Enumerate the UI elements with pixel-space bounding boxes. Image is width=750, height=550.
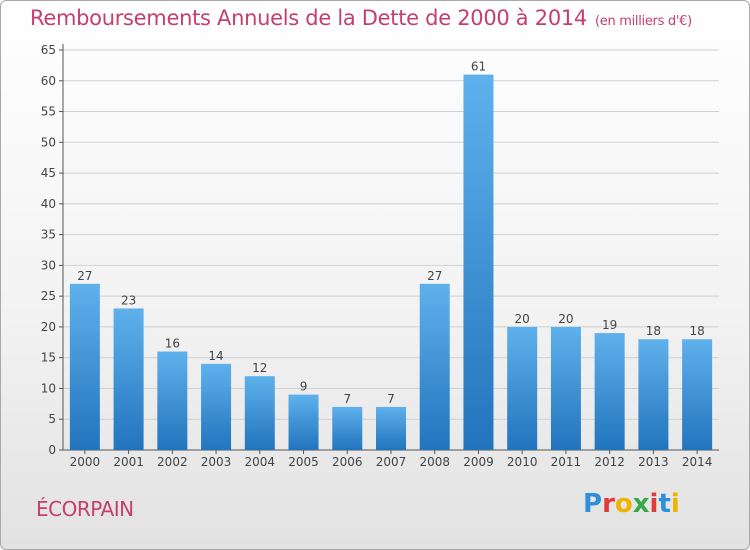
y-tick-label: 40 bbox=[41, 197, 56, 211]
x-tick-label: 2011 bbox=[551, 455, 582, 469]
data-label: 20 bbox=[515, 312, 530, 326]
x-tick-label: 2014 bbox=[682, 455, 713, 469]
data-label: 27 bbox=[427, 269, 442, 283]
x-tick-label: 2003 bbox=[201, 455, 232, 469]
bar-2006 bbox=[332, 406, 363, 450]
data-label: 7 bbox=[343, 392, 351, 406]
x-tick-label: 2001 bbox=[113, 455, 144, 469]
x-tick-label: 2006 bbox=[332, 455, 363, 469]
logo-letter: r bbox=[602, 489, 615, 519]
logo-letter: t bbox=[658, 489, 671, 519]
bar-2001 bbox=[113, 308, 144, 450]
x-tick-label: 2005 bbox=[288, 455, 319, 469]
x-tick-label: 2004 bbox=[245, 455, 276, 469]
y-tick-label: 10 bbox=[41, 381, 56, 395]
logo-letter: x bbox=[632, 489, 650, 519]
y-tick-label: 15 bbox=[41, 351, 56, 365]
x-tick-label: 2000 bbox=[70, 455, 101, 469]
bar-2004 bbox=[244, 376, 275, 450]
data-label: 27 bbox=[77, 269, 92, 283]
data-label: 19 bbox=[602, 318, 617, 332]
commune-name: ÉCORPAIN bbox=[36, 497, 134, 521]
bar-2009 bbox=[463, 74, 494, 450]
x-tick-label: 2009 bbox=[463, 455, 494, 469]
y-tick-label: 55 bbox=[41, 105, 56, 119]
y-tick-label: 60 bbox=[41, 74, 56, 88]
data-label: 14 bbox=[208, 349, 223, 363]
bar-2012 bbox=[594, 333, 625, 450]
bar-2002 bbox=[157, 351, 188, 450]
chart-title: Remboursements Annuels de la Dette de 20… bbox=[30, 6, 692, 30]
x-tick-labels: 2000 2001 2002 2003 2004 2005 2006 2007 2008 2009… bbox=[70, 455, 713, 469]
y-tick-label: 30 bbox=[41, 258, 56, 272]
x-tick-label: 2010 bbox=[507, 455, 538, 469]
x-tick-label: 2012 bbox=[594, 455, 625, 469]
logo-letter: i bbox=[670, 489, 680, 519]
data-labels: 27 23 16 14 12 9 7 7 27 61 20 20 19 18 18 bbox=[77, 60, 705, 406]
bar-2000 bbox=[69, 283, 100, 450]
data-label: 61 bbox=[471, 60, 486, 74]
y-tick-label: 35 bbox=[41, 228, 56, 242]
y-tick-label: 50 bbox=[41, 135, 56, 149]
y-tick-label: 5 bbox=[48, 412, 56, 426]
data-label: 16 bbox=[165, 337, 180, 351]
data-label: 12 bbox=[252, 361, 267, 375]
data-label: 23 bbox=[121, 293, 136, 307]
bars bbox=[69, 74, 713, 450]
logo-letter: o bbox=[614, 489, 633, 519]
data-label: 18 bbox=[689, 324, 704, 338]
x-tick-label: 2002 bbox=[157, 455, 188, 469]
x-tick-label: 2013 bbox=[638, 455, 669, 469]
y-tick-label: 25 bbox=[41, 289, 56, 303]
bar-2014 bbox=[682, 339, 713, 450]
data-label: 18 bbox=[646, 324, 661, 338]
chart-unit: (en milliers d'€) bbox=[595, 14, 692, 29]
data-label: 7 bbox=[387, 392, 395, 406]
y-tick-labels: 0 5 10 15 20 25 30 35 40 45 50 55 60 65 bbox=[41, 43, 56, 457]
y-tick-label: 65 bbox=[41, 43, 56, 57]
chart-title-text: Remboursements Annuels de la Dette de 20… bbox=[30, 6, 587, 30]
x-tick-label: 2008 bbox=[419, 455, 450, 469]
bar-2003 bbox=[201, 363, 232, 450]
bar-2005 bbox=[288, 394, 319, 450]
bar-2010 bbox=[507, 326, 538, 450]
y-tick-label: 45 bbox=[41, 166, 56, 180]
bar-2013 bbox=[638, 339, 669, 450]
bar-2011 bbox=[550, 326, 581, 450]
logo-letter: i bbox=[649, 489, 659, 519]
bar-2008 bbox=[419, 283, 450, 450]
proxiti-logo: Proxiti bbox=[583, 489, 680, 519]
x-tick-label: 2007 bbox=[376, 455, 407, 469]
bar-2007 bbox=[376, 406, 406, 450]
y-tick-label: 20 bbox=[41, 320, 56, 334]
data-label: 20 bbox=[558, 312, 573, 326]
logo-letter: P bbox=[583, 489, 603, 519]
y-tick-label: 0 bbox=[48, 443, 56, 457]
data-label: 9 bbox=[300, 380, 308, 394]
